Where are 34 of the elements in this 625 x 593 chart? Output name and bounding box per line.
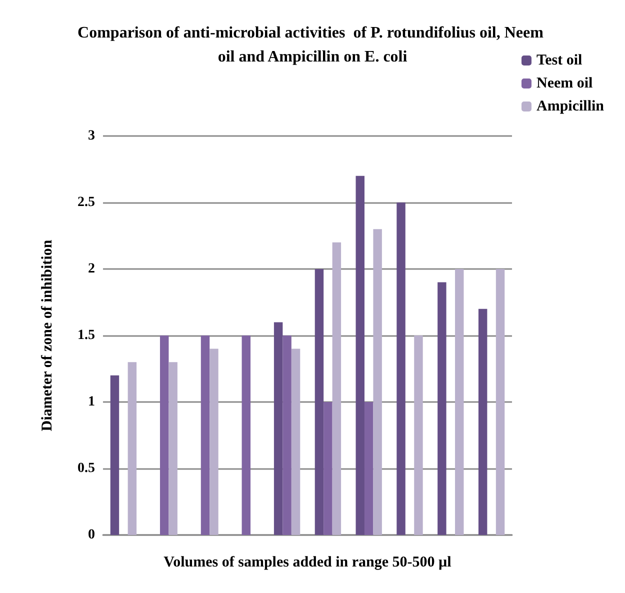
bar bbox=[356, 176, 364, 535]
bar bbox=[455, 269, 464, 535]
y-tick-label: 3 bbox=[88, 128, 95, 144]
legend-label: Ampicillin bbox=[536, 98, 605, 114]
bar bbox=[282, 336, 292, 535]
x-axis-title: Volumes of samples added in range 50-500 µl bbox=[164, 554, 452, 570]
y-tick-label: 1.5 bbox=[78, 328, 95, 343]
bar bbox=[332, 242, 342, 535]
bar bbox=[291, 348, 300, 535]
legend-label: Test oil bbox=[536, 52, 582, 68]
y-tick-label: 2.5 bbox=[78, 195, 95, 210]
bar bbox=[478, 308, 488, 535]
bar bbox=[168, 362, 178, 535]
legend-label: Neem oil bbox=[536, 76, 593, 92]
bar bbox=[200, 336, 210, 535]
bar bbox=[160, 336, 169, 535]
bar bbox=[373, 229, 382, 535]
bar bbox=[324, 402, 332, 535]
bar bbox=[314, 269, 324, 535]
y-tick-label: 0.5 bbox=[78, 461, 95, 476]
bar bbox=[274, 322, 283, 535]
bar bbox=[496, 269, 505, 535]
bar bbox=[242, 336, 251, 535]
y-tick-label: 2 bbox=[88, 262, 95, 276]
y-tick-label: 0 bbox=[88, 528, 95, 542]
bar bbox=[128, 362, 137, 535]
bar bbox=[414, 336, 423, 535]
bar bbox=[364, 402, 374, 535]
y-axis-title: Diameter of zone of inhibition bbox=[40, 239, 56, 432]
bar bbox=[438, 282, 446, 535]
bar bbox=[110, 375, 120, 535]
y-tick-label: 1 bbox=[88, 394, 95, 410]
bar bbox=[396, 202, 406, 535]
bar bbox=[210, 348, 218, 535]
